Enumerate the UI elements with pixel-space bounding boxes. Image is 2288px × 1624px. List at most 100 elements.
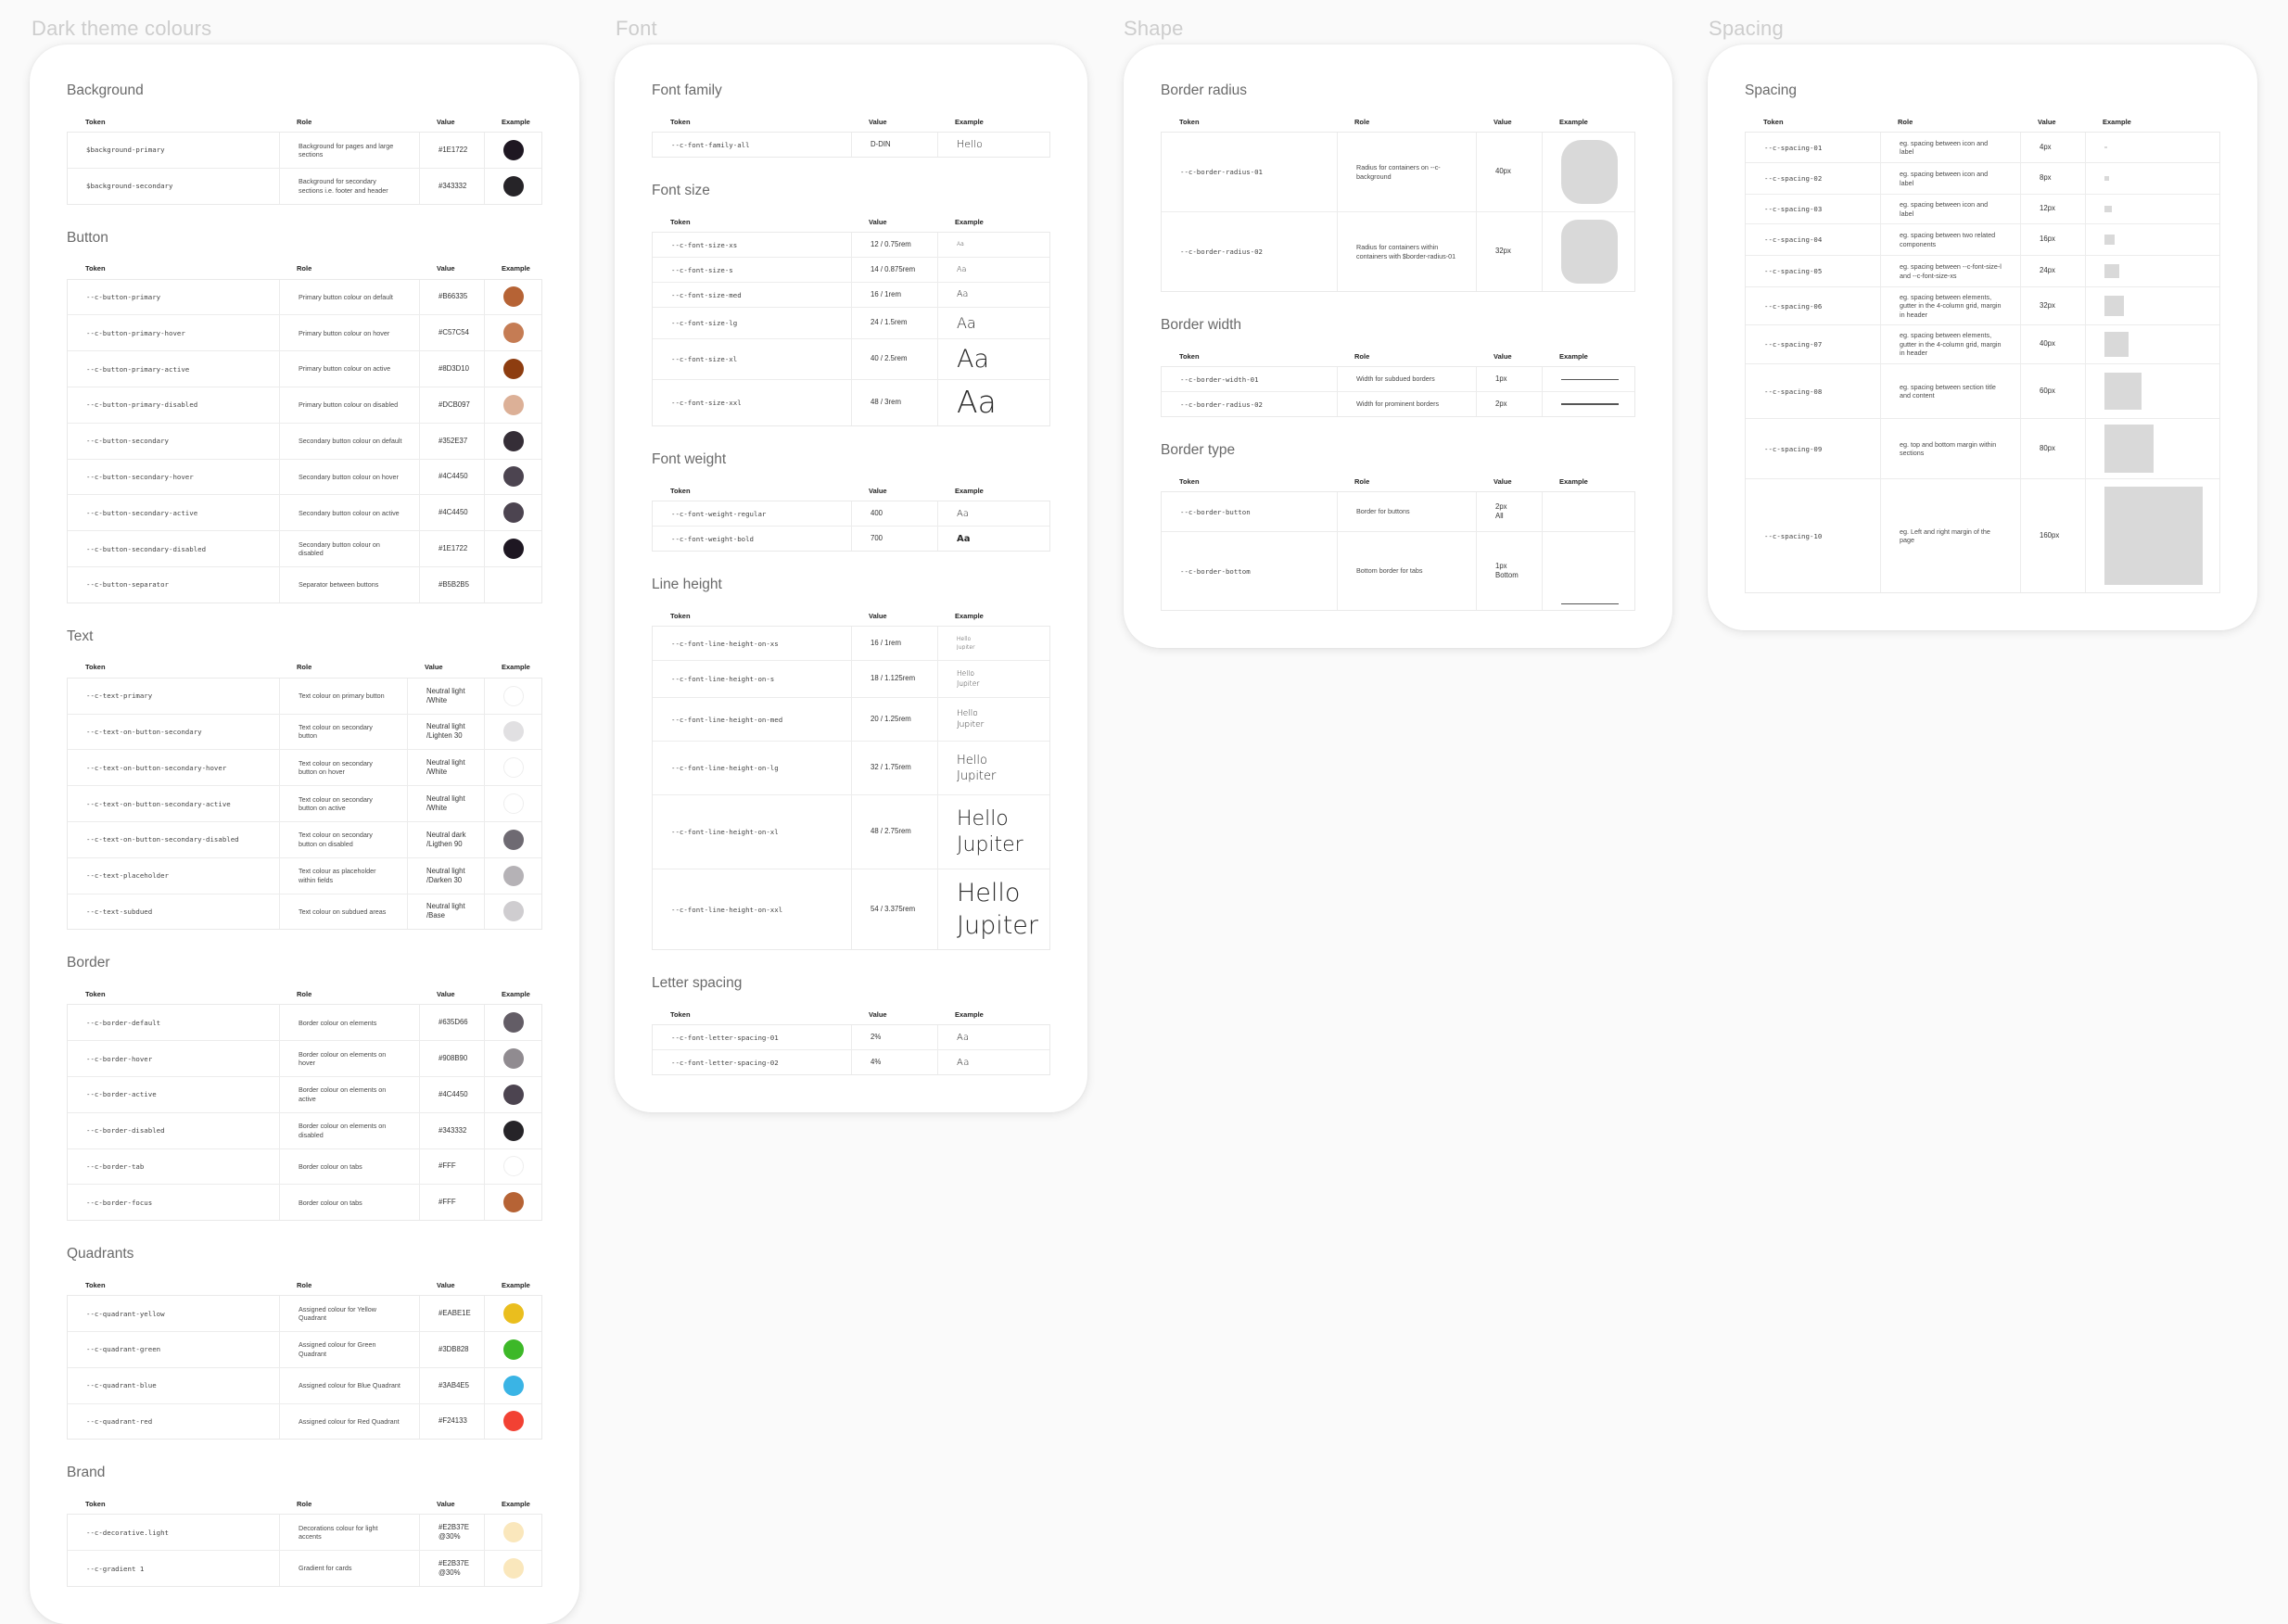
token-value: 48 / 3rem bbox=[871, 398, 901, 407]
cell-token-name: --c-font-letter-spacing-02 bbox=[653, 1050, 851, 1074]
cell-token-name: --c-font-line-height-on-xl bbox=[653, 795, 851, 869]
token-role: eg. top and bottom margin within section… bbox=[1900, 439, 1997, 457]
token-value: #4C4450 bbox=[439, 508, 468, 517]
card-font: Font family Token Value Example --c-font-fam… bbox=[615, 44, 1087, 1112]
radius-example-shape bbox=[1561, 140, 1618, 204]
colour-swatch bbox=[503, 1192, 524, 1213]
token-role: Bottom border for tabs bbox=[1356, 566, 1423, 576]
cell-example bbox=[484, 1515, 543, 1551]
cell-token-value: 8px bbox=[2020, 163, 2085, 194]
column-header-value: Value bbox=[1494, 351, 1512, 361]
token-role: Text colour on secondary button on hover bbox=[299, 758, 373, 777]
table-row: --c-border-focus Border colour on tabs #FF… bbox=[68, 1184, 541, 1221]
table-row: --c-button-secondary-hover Secondary butt… bbox=[68, 458, 541, 495]
cell-example bbox=[484, 714, 543, 750]
cell-token-value: 12 / 0.75rem bbox=[851, 233, 937, 257]
table-row: --c-text-on-button-secondary-disabled Tex… bbox=[68, 820, 541, 857]
token-name: --c-border-radius-02 bbox=[1180, 400, 1263, 409]
token-value: Neutral light /Lighten 30 bbox=[426, 722, 465, 741]
table-row: --c-decorative.light Decorations colour f… bbox=[68, 1515, 543, 1551]
column-header-example: Example bbox=[955, 117, 984, 126]
token-value: 700 bbox=[871, 533, 883, 542]
colour-swatch bbox=[503, 829, 524, 850]
cell-token-name: --c-font-line-height-on-lg bbox=[653, 742, 851, 794]
cell-example: Hello Jupiter bbox=[937, 661, 1051, 697]
token-role: Primary button colour on hover bbox=[299, 328, 390, 337]
cell-token-role: Text colour on primary button bbox=[279, 678, 407, 714]
token-value: #C57C54 bbox=[439, 328, 469, 337]
token-table: --c-border-width-01 Width for subdued bor… bbox=[1161, 366, 1635, 417]
cell-example: Hello Jupiter bbox=[937, 795, 1051, 869]
token-name: --c-border-default bbox=[86, 1018, 161, 1027]
cell-token-value: 1px bbox=[1476, 367, 1542, 391]
cell-token-role: eg. spacing between icon and label bbox=[1880, 163, 2020, 194]
table-row: --c-button-primary-disabled Primary butto… bbox=[68, 386, 541, 423]
cell-token-value: #FFF bbox=[419, 1185, 484, 1221]
token-name: --c-border-bottom bbox=[1180, 566, 1251, 576]
cell-token-value: #3DB828 bbox=[419, 1331, 484, 1367]
column-header-value: Value bbox=[869, 117, 887, 126]
cell-token-value: 16 / 1rem bbox=[851, 283, 937, 307]
cell-token-value: #1E1722 bbox=[419, 531, 484, 566]
column-header-example: Example bbox=[502, 1280, 530, 1289]
cell-example: Hello bbox=[937, 133, 1051, 157]
spacing-example-square bbox=[2104, 235, 2115, 245]
cell-token-role: eg. Left and right margin of the page bbox=[1880, 479, 2020, 592]
token-name: --c-button-secondary-hover bbox=[86, 472, 194, 481]
token-value: Neutral light /White bbox=[426, 793, 465, 813]
token-name: --c-quadrant-red bbox=[86, 1416, 153, 1426]
token-name: --c-font-line-height-on-med bbox=[671, 715, 783, 724]
cell-token-name: --c-button-secondary-disabled bbox=[68, 531, 279, 566]
token-role: Primary button colour on active bbox=[299, 364, 391, 374]
token-value: 60px bbox=[2040, 386, 2055, 395]
token-value: #8D3D10 bbox=[439, 364, 469, 374]
table-row: --c-border-hover Border colour on element… bbox=[68, 1040, 541, 1076]
token-name: --c-text-placeholder bbox=[86, 871, 169, 881]
type-sample: Hello Jupiter bbox=[957, 636, 975, 651]
table-row: --c-font-line-height-on-xxl 54 / 3.375rem… bbox=[653, 869, 1049, 949]
column-header-role: Role bbox=[297, 1499, 312, 1508]
table-row: --c-text-on-button-secondary Text colour … bbox=[68, 713, 543, 750]
cell-token-name: --c-border-radius-01 bbox=[1162, 133, 1337, 211]
cell-token-value: 40px bbox=[1476, 133, 1542, 211]
table-row: --c-border-radius-01 Radius for container… bbox=[1162, 133, 1634, 211]
cell-token-value: 24 / 1.5rem bbox=[851, 308, 937, 338]
token-table: --c-decorative.light Decorations colour f… bbox=[67, 1514, 542, 1587]
cell-example bbox=[484, 531, 543, 566]
cell-example: Aa bbox=[937, 308, 1051, 338]
cell-token-value: 32px bbox=[1476, 212, 1542, 291]
table-row: --c-font-size-lg 24 / 1.5rem Aa bbox=[653, 307, 1049, 338]
table-row: --c-button-primary-active Primary button … bbox=[68, 350, 541, 387]
cell-token-value: Neutral light /White bbox=[407, 750, 484, 786]
cell-token-name: --c-gradient 1 bbox=[68, 1551, 279, 1586]
token-table: --c-spacing-01 eg. spacing between icon a… bbox=[1745, 132, 2220, 593]
column-header-example: Example bbox=[502, 1499, 530, 1508]
column-header-example: Example bbox=[502, 117, 530, 126]
token-name: --c-quadrant-green bbox=[86, 1345, 161, 1354]
cell-token-value: #EABE1E bbox=[419, 1296, 484, 1331]
cell-token-role: Background for secondary sections i.e. f… bbox=[279, 168, 419, 204]
cell-token-value: 2% bbox=[851, 1025, 937, 1049]
cell-token-role: eg. top and bottom margin within section… bbox=[1880, 419, 2020, 478]
column-header-token: Token bbox=[85, 989, 106, 998]
cell-example: Aa bbox=[937, 233, 1051, 257]
cell-token-name: --c-spacing-08 bbox=[1746, 364, 1880, 418]
token-role: eg. spacing between elements, gutter in … bbox=[1900, 331, 2002, 358]
column-header-example: Example bbox=[955, 217, 984, 226]
colour-swatch bbox=[503, 466, 524, 488]
table-row: --c-border-default Border colour on eleme… bbox=[68, 1005, 541, 1041]
cell-token-value: 4% bbox=[851, 1050, 937, 1074]
cell-example bbox=[1542, 133, 1637, 211]
type-sample: Aa bbox=[957, 264, 967, 273]
cell-token-role: Secondary button colour on hover bbox=[279, 459, 419, 495]
cell-token-name: --c-border-button bbox=[1162, 492, 1337, 531]
cell-token-value: 18 / 1.125rem bbox=[851, 661, 937, 697]
table-row: --c-border-width-01 Width for subdued bor… bbox=[1162, 367, 1634, 391]
table-row: --c-border-tab Border colour on tabs #FFF bbox=[68, 1148, 541, 1185]
table-row: $background-primary Background for pages … bbox=[68, 133, 541, 168]
token-role: Border colour on tabs bbox=[299, 1198, 362, 1207]
token-value: #1E1722 bbox=[439, 544, 468, 552]
table-header: Token Role Value Example bbox=[67, 657, 542, 678]
table-header: Token Role Value Example bbox=[1161, 346, 1635, 366]
token-name: --c-spacing-04 bbox=[1764, 235, 1823, 244]
